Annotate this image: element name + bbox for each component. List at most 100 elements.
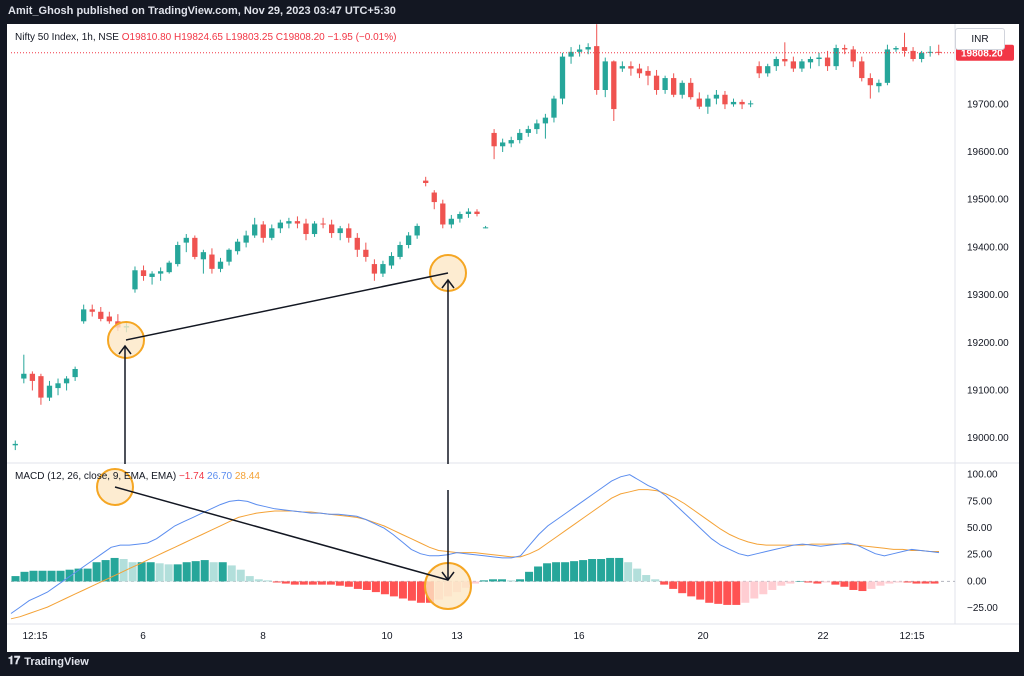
- macd-tick-label: 0.00: [967, 576, 987, 587]
- currency-button[interactable]: INR: [955, 28, 1005, 50]
- candle-body: [397, 245, 403, 257]
- macd-tick-label: 50.00: [967, 523, 992, 534]
- macd-histogram-bar: [92, 562, 101, 582]
- macd-histogram-bar: [83, 568, 92, 582]
- macd-histogram-bar: [930, 581, 939, 584]
- macd-histogram-bar: [245, 576, 254, 582]
- candle-body: [833, 48, 839, 67]
- macd-histogram-bar: [795, 581, 804, 582]
- macd-histogram-bar: [489, 579, 498, 582]
- chart-area[interactable]: 19000.00 19100.00 19200.00 19300.00 19400.00…: [7, 24, 1019, 652]
- macd-legend: MACD (12, 26, close, 9, EMA, EMA) −1.74 …: [15, 471, 260, 482]
- candle-body: [850, 49, 856, 62]
- candle-body: [63, 378, 70, 384]
- candle-body: [628, 66, 634, 69]
- price-tick-label: 19300.00: [967, 290, 1009, 301]
- symbol-title: Nifty 50 Index, 1h, NSE: [15, 32, 119, 43]
- macd-histogram-bar: [74, 568, 83, 582]
- candle-body: [311, 223, 318, 235]
- candle-body: [140, 270, 147, 276]
- candle-body: [106, 316, 112, 322]
- macd-histogram-bar: [20, 571, 29, 582]
- macd-histogram-bar: [741, 581, 750, 603]
- candle-body: [166, 262, 172, 273]
- price-trendline: [125, 272, 449, 341]
- time-tick-label: 6: [140, 631, 146, 642]
- macd-histogram-bar: [624, 562, 633, 582]
- candle-body: [918, 52, 925, 59]
- candle-body: [901, 47, 908, 51]
- candle-body: [730, 101, 737, 105]
- macd-hist-value: −1.74: [178, 471, 205, 482]
- candle-body: [542, 117, 549, 124]
- chart-canvas[interactable]: 19000.00 19100.00 19200.00 19300.00 19400.00…: [7, 24, 1019, 652]
- candle-body: [799, 61, 805, 69]
- candle-body: [585, 47, 591, 50]
- macd-histogram-bar: [227, 565, 236, 582]
- candle-body: [320, 223, 326, 225]
- macd-histogram-bar: [759, 581, 768, 595]
- macd-histogram-bar: [849, 581, 858, 590]
- macd-histogram-bar: [209, 562, 218, 582]
- macd-histogram-bar: [254, 579, 263, 582]
- macd-histogram-bar: [182, 562, 191, 582]
- macd-histogram-bar: [507, 580, 516, 582]
- candle-body: [645, 70, 651, 76]
- macd-histogram-bar: [660, 581, 669, 585]
- candle-body: [98, 311, 104, 319]
- candle-body: [157, 271, 164, 274]
- macd-line-value: 26.70: [207, 471, 233, 482]
- price-tick-label: 19400.00: [967, 242, 1009, 253]
- macd-histogram-bar: [597, 559, 606, 582]
- candle-body: [551, 98, 557, 118]
- candle-body: [405, 235, 412, 245]
- macd-histogram-bar: [335, 581, 344, 586]
- macd-histogram-bar: [912, 581, 921, 584]
- candle-body: [431, 192, 437, 203]
- candle-body: [328, 224, 335, 234]
- macd-trendline: [114, 486, 449, 581]
- macd-histogram-bar: [56, 570, 65, 582]
- macd-histogram-bar: [371, 581, 380, 593]
- macd-histogram-bar: [885, 581, 894, 584]
- macd-histogram-bar: [606, 557, 615, 582]
- price-tick-label: 19700.00: [967, 99, 1009, 110]
- candle-body: [500, 142, 506, 147]
- macd-histogram-bar: [696, 581, 705, 600]
- macd-histogram-bar: [236, 569, 245, 582]
- candle-body: [269, 228, 275, 238]
- macd-histogram-bar: [65, 569, 74, 582]
- macd-histogram-bar: [308, 581, 317, 585]
- macd-histogram-bar: [353, 581, 362, 589]
- macd-histogram-bar: [110, 557, 119, 582]
- macd-histogram-bar: [858, 581, 867, 592]
- macd-histogram-bar: [101, 560, 110, 582]
- candle-body: [636, 68, 643, 74]
- macd-histogram-bar: [786, 581, 795, 584]
- candle-body: [380, 264, 386, 274]
- price-tick-label: 19600.00: [967, 147, 1009, 158]
- macd-histogram-bar: [299, 581, 308, 585]
- candle-body: [29, 373, 36, 381]
- macd-histogram-bar: [552, 562, 561, 582]
- macd-histogram-bar: [38, 570, 47, 582]
- candle-body: [192, 237, 198, 257]
- macd-histogram-bar: [29, 570, 38, 582]
- macd-histogram-bar: [534, 566, 543, 582]
- candle-body: [200, 252, 207, 260]
- candle-body: [867, 78, 873, 86]
- macd-histogram-bar: [687, 581, 696, 597]
- macd-histogram-bar: [155, 563, 164, 582]
- candle-body: [619, 66, 626, 69]
- arrowhead-down-1: [441, 571, 455, 582]
- candle-body: [739, 101, 745, 105]
- candle-body: [209, 254, 215, 269]
- candle-body: [38, 376, 44, 398]
- price-tick-label: 19200.00: [967, 338, 1009, 349]
- macd-histogram-bar: [579, 560, 588, 582]
- macd-histogram-bar: [407, 581, 416, 601]
- candle-body: [517, 132, 523, 141]
- macd-histogram-bar: [128, 562, 137, 582]
- candle-body: [842, 48, 848, 50]
